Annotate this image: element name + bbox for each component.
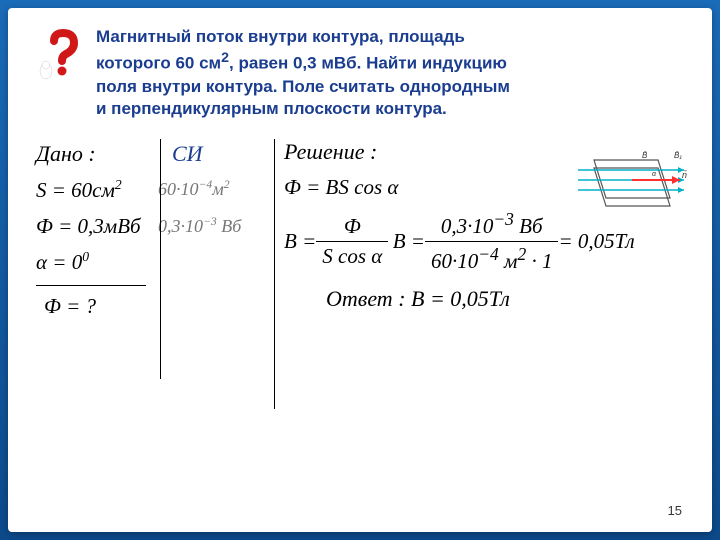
eq2-lhs: B = (284, 229, 316, 254)
eq2-fraction: Ф S cos α (316, 214, 388, 269)
page-number: 15 (668, 503, 682, 518)
si-label: СИ (158, 141, 268, 167)
eq3-num-sup: −3 (493, 209, 514, 229)
given-phi: Ф = 0,3мВб (36, 214, 158, 239)
given-s-text: S = 60см (36, 178, 115, 202)
given-divider-line (36, 285, 146, 286)
si-phi: 0,3·10−3 Вб (158, 214, 268, 238)
eq3-numerator: 0,3·10−3 Вб (425, 209, 558, 242)
svg-text:B̄: B̄ (642, 151, 648, 160)
answer-value: В = 0,05Тл (406, 286, 510, 311)
si-s-sup: −4 (199, 178, 213, 191)
eq3-denominator: 60·10−4 м2 · 1 (425, 242, 558, 274)
eq3-fraction: 0,3·10−3 Вб 60·10−4 м2 · 1 (425, 209, 558, 274)
si-s-unit: м (212, 179, 224, 199)
problem-line-2b: , равен 0,3 мВб. Найти индукцию (229, 54, 507, 73)
given-label: Дано : (36, 141, 158, 167)
eq3-lhs: B = (393, 229, 425, 254)
si-s: 60·10−4м2 (158, 177, 268, 201)
header: Магнитный поток внутри контура, площадь … (36, 26, 684, 121)
given-s: S = 60см2 (36, 177, 158, 203)
eq3-den-b: м (499, 249, 518, 273)
answer-label: Ответ : (326, 286, 406, 311)
slide: Магнитный поток внутри контура, площадь … (8, 8, 712, 532)
svg-text:α: α (652, 171, 657, 178)
problem-line-4: и перпендикулярным плоскости контура. (96, 99, 447, 118)
eq3-den-sup2: 2 (517, 244, 526, 264)
divider-1 (160, 139, 161, 379)
problem-line-3: поля внутри контура. Поле считать одноро… (96, 77, 510, 96)
problem-sup: 2 (221, 50, 229, 66)
eq3-den-c: · 1 (526, 249, 552, 273)
given-alpha-sup: 0 (82, 249, 89, 264)
eq3-den-a: 60·10 (431, 249, 478, 273)
problem-line-2a: которого 60 см (96, 54, 221, 73)
given-alpha-text: α = 0 (36, 250, 82, 274)
eq3-num-a: 0,3·10 (441, 214, 494, 238)
eq2-numerator: Ф (316, 214, 388, 242)
si-phi-unit: Вб (217, 216, 242, 236)
si-s-unit-sup: 2 (224, 178, 230, 191)
given-alpha: α = 00 (36, 249, 158, 275)
eq3-num-b: Вб (514, 214, 543, 238)
equation-2: B = Ф S cos α (284, 214, 388, 269)
problem-line-1: Магнитный поток внутри контура, площадь (96, 27, 465, 46)
si-phi-text: 0,3·10 (158, 216, 203, 236)
svg-text:B̄₁: B̄₁ (674, 151, 682, 160)
eq2-denominator: S cos α (316, 242, 388, 269)
given-s-sup: 2 (115, 177, 122, 192)
si-s-text: 60·10 (158, 179, 199, 199)
question-mark-icon (36, 28, 88, 80)
answer: Ответ : В = 0,05Тл (326, 286, 684, 312)
given-find: Ф = ? (36, 294, 158, 319)
problem-statement: Магнитный поток внутри контура, площадь … (96, 26, 510, 121)
field-diagram: n̄ B̄ B̄₁ α (572, 148, 692, 220)
svg-text:n̄: n̄ (682, 170, 687, 180)
divider-2 (274, 139, 275, 409)
si-column: СИ 60·10−4м2 0,3·10−3 Вб (158, 139, 268, 329)
eq3-den-sup: −4 (478, 244, 499, 264)
eq3-rhs: = 0,05Тл (558, 229, 634, 254)
si-phi-sup: −3 (203, 215, 217, 228)
given-column: Дано : S = 60см2 Ф = 0,3мВб α = 00 Ф = ? (36, 139, 158, 329)
